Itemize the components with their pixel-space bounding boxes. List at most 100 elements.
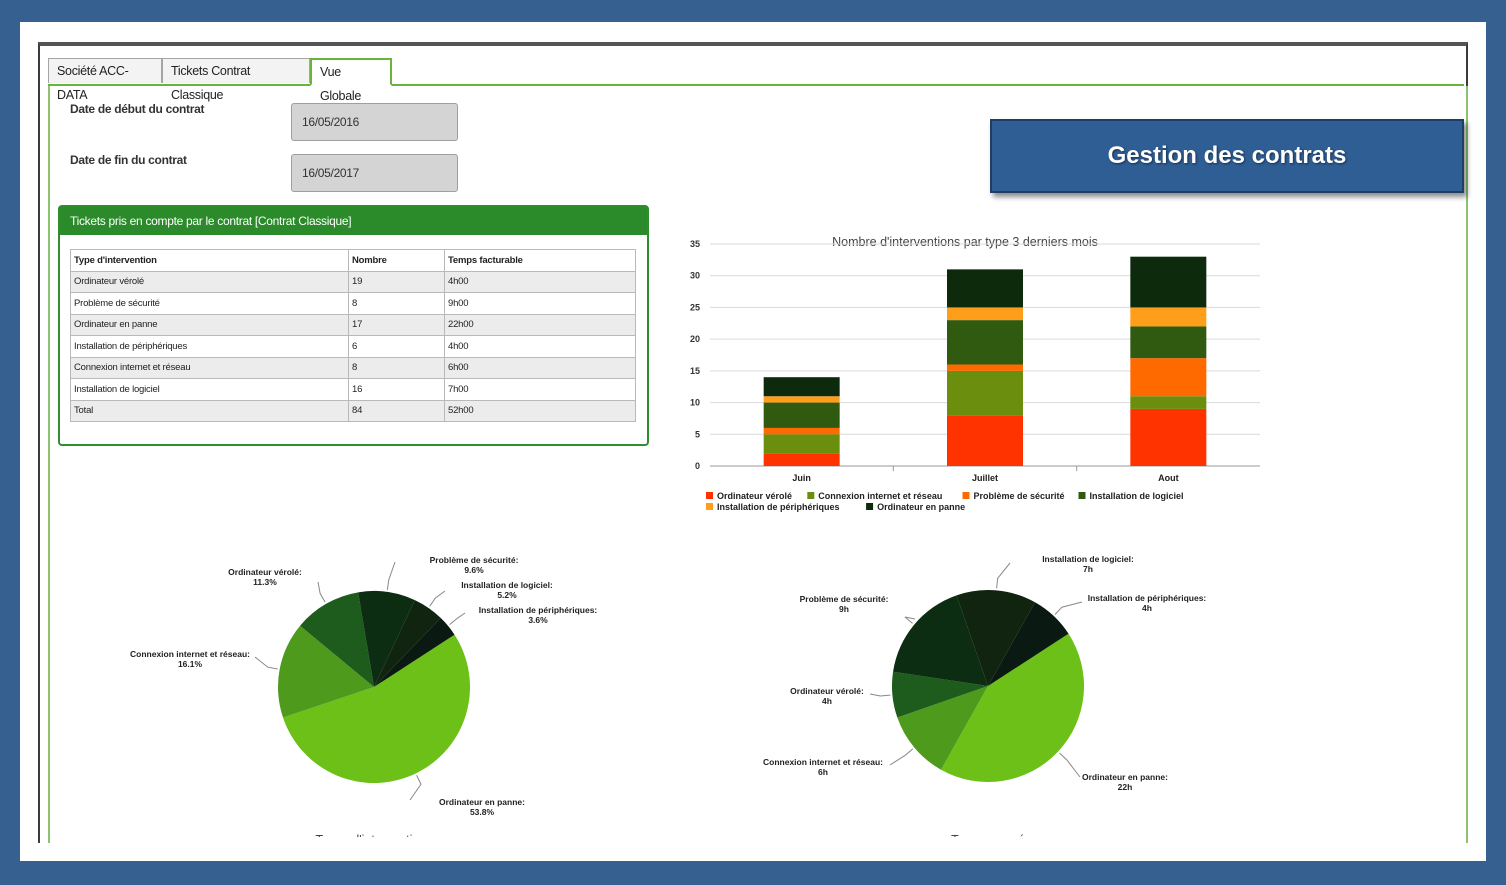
legend-swatch [866, 503, 874, 510]
legend-label: Ordinateur en panne [877, 502, 965, 512]
pie-label-name: Installation de logiciel: [461, 580, 553, 590]
pie-title: Temps passé [951, 833, 1025, 837]
pie-label-name: Problème de sécurité: [430, 555, 519, 565]
pie-label-name: Ordinateur vérolé: [228, 567, 302, 577]
pie-label-name: Installation de périphériques: [479, 605, 598, 615]
cell-temps: 4h00 [444, 270, 636, 293]
cell-type: Connexion internet et réseau [70, 356, 349, 379]
pie-label-name: Ordinateur en panne: [439, 797, 525, 807]
pie-slice [956, 590, 1035, 686]
table-header-row: Type d'intervention Nombre Temps factura… [70, 249, 636, 272]
cell-temps: 22h00 [444, 313, 636, 336]
cell-nombre: 8 [348, 356, 445, 379]
pie-label-name: Ordinateur en panne: [1082, 772, 1168, 782]
y-tick-label: 5 [695, 429, 700, 439]
pie-leader-line [254, 656, 278, 670]
y-tick-label: 25 [690, 302, 700, 312]
start-date-field[interactable]: 16/05/2016 [291, 103, 458, 141]
end-date-label: Date de fin du contrat [70, 153, 187, 167]
pie-chart-temps: Ordinateur en panne:22h Connexion interne… [763, 554, 1207, 837]
legend-label: Problème de sécurité [974, 491, 1065, 501]
pie-label-name: Ordinateur vérolé: [790, 686, 864, 696]
bar-segment [947, 415, 1023, 466]
bar-segment [1130, 358, 1207, 397]
screenshot-canvas: Société ACC-DATA Tickets Contrat Classiq… [20, 22, 1486, 861]
cell-type: Total [70, 399, 349, 422]
tab-tickets-contrat[interactable]: Tickets Contrat Classique [162, 58, 310, 102]
table-row: Ordinateur en panne 17 22h00 [70, 313, 636, 336]
tab-vue-globale[interactable]: Vue Globale [310, 58, 392, 103]
legend-label: Ordinateur vérolé [717, 491, 792, 501]
tab-bar: Société ACC-DATA Tickets Contrat Classiq… [48, 58, 1464, 103]
cell-temps: 6h00 [444, 356, 636, 379]
tickets-panel: Tickets pris en compte par le contrat [C… [58, 205, 649, 446]
legend-label: Installation de logiciel [1090, 491, 1184, 501]
bar-chart: Nombre d'interventions par type 3 dernie… [690, 235, 1260, 512]
table-row: Installation de logiciel 16 7h00 [70, 378, 636, 401]
pie-label-name: Installation de périphériques: [1088, 593, 1207, 603]
bar-segment [1130, 256, 1207, 308]
pie-label-value: 4h [1142, 603, 1152, 613]
pie-leader-line [317, 581, 326, 603]
cell-type: Installation de périphériques [70, 335, 349, 358]
legend-swatch [706, 503, 713, 510]
table-row: Installation de périphériques 6 4h00 [70, 335, 636, 358]
cell-temps: 52h00 [444, 399, 636, 422]
bar-segment [763, 402, 840, 428]
pie-slice [358, 591, 415, 687]
legend-label: Installation de périphériques [717, 502, 840, 512]
pie-leader-line [889, 748, 914, 766]
pie-leader-line [869, 693, 891, 697]
cell-temps: 7h00 [444, 378, 636, 401]
pie-slice [374, 600, 441, 687]
legend-swatch [1078, 492, 1086, 499]
bar-segment [763, 396, 840, 403]
bar-segment [1130, 396, 1207, 409]
pie-label-name: Problème de sécurité: [800, 594, 889, 604]
pie-slice [941, 633, 1084, 782]
gestion-contrats-banner: Gestion des contrats [990, 119, 1464, 193]
pie-slice [897, 686, 988, 770]
y-tick-label: 0 [695, 461, 700, 471]
column-header-nombre: Nombre [348, 249, 445, 272]
end-date-field[interactable]: 16/05/2017 [291, 154, 458, 192]
cell-type: Installation de logiciel [70, 378, 349, 401]
start-date-label: Date de début du contrat [70, 102, 205, 116]
tickets-table: Type d'intervention Nombre Temps factura… [70, 249, 636, 422]
table-row: Problème de sécurité 8 9h00 [70, 292, 636, 315]
table-total-row: Total 84 52h00 [70, 399, 636, 422]
legend-label: Connexion internet et réseau [818, 491, 942, 501]
bar-chart-title: Nombre d'interventions par type 3 dernie… [832, 235, 1098, 249]
x-tick-label: Aout [1158, 473, 1179, 483]
tickets-panel-header: Tickets pris en compte par le contrat [C… [60, 207, 647, 235]
tab-societe[interactable]: Société ACC-DATA [48, 58, 162, 102]
bar-segment [1130, 307, 1207, 327]
pie-leader-line [409, 775, 422, 801]
pie-label-value: 3.6% [528, 615, 548, 625]
pie-leader-line [386, 561, 396, 590]
pie-label-value: 22h [1118, 782, 1133, 792]
legend-swatch [962, 492, 970, 499]
bar-segment [763, 377, 840, 397]
column-header-type: Type d'intervention [70, 249, 349, 272]
pie-label-value: 6h [818, 767, 828, 777]
bar-segment [763, 453, 840, 466]
column-header-temps: Temps facturable [444, 249, 636, 272]
bar-segment [947, 370, 1023, 416]
bar-segment [763, 427, 840, 435]
pie-label-name: Connexion internet et réseau: [763, 757, 883, 767]
pie-slice [893, 595, 988, 686]
pie-slice [374, 617, 455, 687]
pie-label-value: 9h [839, 604, 849, 614]
bar-segment [947, 307, 1023, 321]
x-tick-label: Juillet [972, 473, 998, 483]
bar-segment [947, 269, 1023, 308]
pie-slice [892, 671, 988, 718]
pie-label-value: 5.2% [497, 590, 517, 600]
y-tick-label: 30 [690, 271, 700, 281]
pie-label-value: 53.8% [470, 807, 495, 817]
cell-nombre: 6 [348, 335, 445, 358]
pie-label-name: Connexion internet et réseau: [130, 649, 250, 659]
pie-leader-line [1059, 752, 1081, 778]
pie-label-value: 4h [822, 696, 832, 706]
